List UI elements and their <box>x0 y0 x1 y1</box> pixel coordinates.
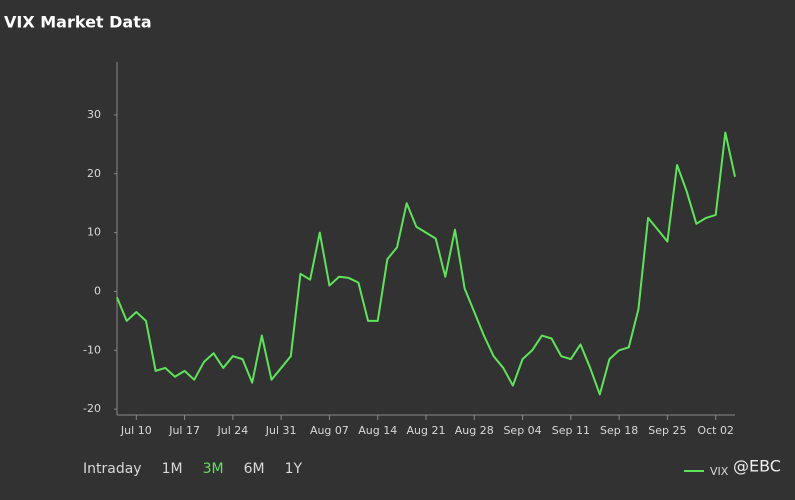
x-tick-label: Sep 04 <box>503 424 541 437</box>
legend-label[interactable]: VIX <box>710 465 729 478</box>
x-tick-label: Aug 14 <box>358 424 397 437</box>
watermark: @EBC <box>733 457 781 476</box>
range-button[interactable]: Intraday <box>83 461 142 477</box>
x-tick-label: Jul 31 <box>265 424 297 437</box>
range-button[interactable]: 1M <box>162 461 183 477</box>
y-tick-label: -10 <box>83 343 101 356</box>
controls: VIX Intraday 1M 3M 6M 1Y <box>83 461 729 478</box>
range-button[interactable]: 1Y <box>285 461 303 477</box>
y-tick-label: 0 <box>94 284 101 297</box>
y-tick-label: 10 <box>87 226 101 239</box>
x-tick-label: Jul 10 <box>120 424 152 437</box>
range-button[interactable]: 3M <box>203 461 224 477</box>
x-tick-label: Sep 11 <box>552 424 590 437</box>
x-tick-label: Sep 18 <box>600 424 638 437</box>
y-tick-label: 20 <box>87 167 101 180</box>
y-tick-label: -20 <box>83 402 101 415</box>
x-tick-label: Jul 24 <box>216 424 248 437</box>
x-tick-label: Sep 25 <box>648 424 686 437</box>
x-tick-label: Aug 07 <box>310 424 349 437</box>
line <box>116 131 736 396</box>
x-tick-label: Aug 28 <box>455 424 494 437</box>
chart-title: VIX Market Data <box>4 13 152 32</box>
x-tick-label: Jul 17 <box>168 424 200 437</box>
x-tick-label: Aug 21 <box>407 424 446 437</box>
range-button[interactable]: 6M <box>244 461 265 477</box>
plot: -20 -10 0 10 20 30 Jul 10 Jul 17 Jul 24 Jul 31 Aug… <box>83 108 736 437</box>
x-tick-label: Oct 02 <box>697 424 734 437</box>
y-tick-label: 30 <box>87 108 101 121</box>
